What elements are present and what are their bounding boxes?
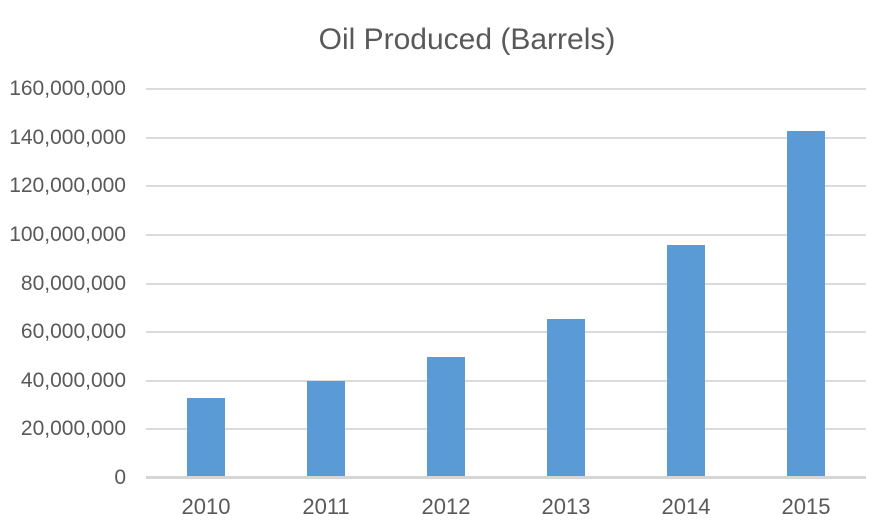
y-tick-label: 60,000,000 <box>20 320 126 344</box>
x-axis-labels: 2010 2011 2012 2013 2014 2015 <box>146 494 866 522</box>
gridline <box>146 428 866 431</box>
gridline <box>146 88 866 90</box>
y-tick-label: 0 <box>114 466 126 489</box>
bar-2012 <box>427 356 465 477</box>
y-tick-label: 160,000,000 <box>9 77 126 100</box>
y-tick-label: 20,000,000 <box>20 417 126 441</box>
chart-title: Oil Produced (Barrels) <box>318 23 616 56</box>
bar-2013 <box>547 318 585 477</box>
y-axis-labels: 0 20,000,000 40,000,000 60,000,000 80,000,00… <box>0 77 126 489</box>
bar-2010 <box>187 397 225 477</box>
plot-area <box>146 88 866 479</box>
x-tick-label: 2014 <box>661 494 711 519</box>
gridline <box>146 185 866 188</box>
x-tick-label: 2011 <box>302 494 350 519</box>
x-tick-label: 2015 <box>781 494 831 519</box>
gridline <box>146 136 866 139</box>
bar-2015 <box>787 130 825 477</box>
x-tick-label: 2013 <box>541 494 591 519</box>
gridline <box>146 282 866 285</box>
gridline <box>146 233 866 236</box>
y-tick-label: 40,000,000 <box>20 368 126 392</box>
x-axis-line <box>146 476 866 479</box>
bar-2014 <box>667 244 705 477</box>
y-tick-label: 80,000,000 <box>20 271 126 295</box>
y-tick-label: 120,000,000 <box>9 174 126 198</box>
bar-2011 <box>307 380 345 477</box>
y-tick-label: 140,000,000 <box>9 125 126 149</box>
x-tick-label: 2012 <box>421 494 471 519</box>
y-tick-label: 100,000,000 <box>9 222 126 246</box>
gridline <box>146 331 866 334</box>
gridline <box>146 379 866 382</box>
x-tick-label: 2010 <box>181 494 231 519</box>
